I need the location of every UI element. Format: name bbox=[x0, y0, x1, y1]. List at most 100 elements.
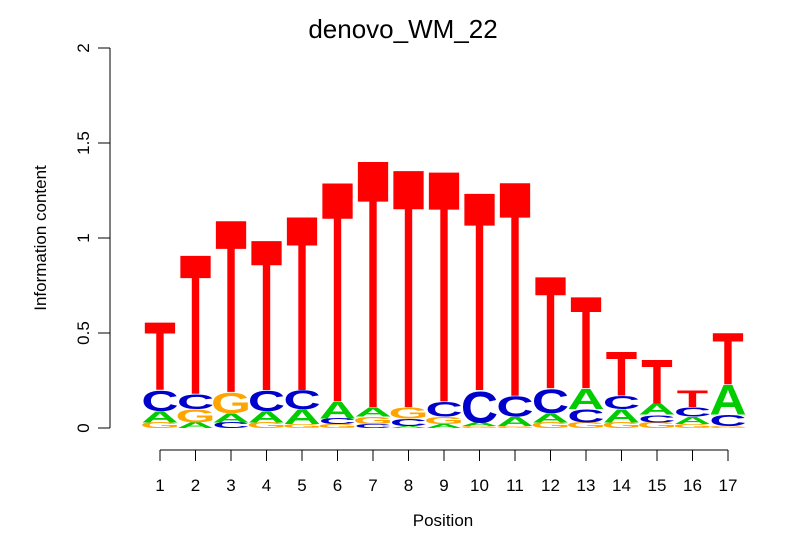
letter-g: G bbox=[601, 421, 641, 430]
letter-g: G bbox=[317, 423, 357, 429]
x-tick-label: 13 bbox=[577, 476, 596, 495]
y-tick-label: 1.5 bbox=[74, 131, 93, 155]
x-tick-label: 11 bbox=[506, 476, 524, 495]
y-tick-label: 1 bbox=[74, 233, 93, 242]
letter-c: C bbox=[248, 384, 285, 417]
letter-t: T bbox=[215, 168, 246, 445]
letter-a: A bbox=[177, 421, 214, 430]
letter-t: T bbox=[606, 340, 637, 410]
letter-a: A bbox=[390, 426, 427, 429]
letter-t: T bbox=[677, 386, 709, 412]
letter-t: T bbox=[286, 164, 317, 444]
letter-g: G bbox=[672, 423, 712, 429]
letter-a: A bbox=[319, 398, 356, 424]
y-axis-label: Information content bbox=[31, 165, 50, 311]
x-tick-label: 10 bbox=[470, 476, 489, 495]
x-tick-label: 4 bbox=[262, 476, 271, 495]
letter-t: T bbox=[712, 318, 744, 400]
x-tick-label: 14 bbox=[612, 476, 631, 495]
letter-c: C bbox=[638, 413, 675, 425]
letter-c: C bbox=[283, 385, 320, 415]
letter-a: A bbox=[532, 410, 569, 425]
letter-c: C bbox=[354, 423, 391, 429]
x-tick-label: 12 bbox=[541, 476, 560, 495]
letter-t: T bbox=[499, 117, 530, 462]
letter-a: A bbox=[709, 376, 746, 424]
x-tick-label: 16 bbox=[683, 476, 702, 495]
x-axis-label: Position bbox=[413, 511, 473, 530]
letter-a: A bbox=[283, 405, 320, 429]
letter-c: C bbox=[674, 405, 711, 420]
letter-g: G bbox=[708, 426, 748, 429]
letter-g: G bbox=[353, 415, 393, 427]
letter-a: A bbox=[638, 401, 675, 418]
letter-g: G bbox=[389, 405, 429, 422]
letter-t: T bbox=[393, 97, 424, 480]
letter-a: A bbox=[141, 409, 178, 426]
letter-c: C bbox=[567, 406, 604, 427]
letter-t: T bbox=[322, 117, 353, 470]
letter-g: G bbox=[211, 386, 251, 419]
letter-c: C bbox=[709, 412, 746, 429]
letter-a: A bbox=[425, 423, 462, 429]
x-tick-label: 7 bbox=[368, 476, 377, 495]
x-tick-label: 9 bbox=[439, 476, 448, 495]
letter-c: C bbox=[390, 416, 427, 428]
letter-t: T bbox=[251, 196, 282, 437]
letter-a: A bbox=[248, 409, 285, 426]
letter-t: T bbox=[464, 134, 495, 451]
letter-g: G bbox=[282, 423, 322, 429]
letter-g: G bbox=[566, 421, 606, 430]
x-tick-label: 5 bbox=[297, 476, 306, 495]
letter-t: T bbox=[180, 213, 211, 438]
letter-g: G bbox=[140, 421, 180, 430]
letter-t: T bbox=[641, 347, 672, 417]
letter-a: A bbox=[461, 421, 498, 427]
letter-g: G bbox=[176, 406, 216, 427]
y-tick-label: 0 bbox=[74, 423, 93, 432]
x-tick-label: 6 bbox=[333, 476, 342, 495]
letter-a: A bbox=[674, 415, 711, 427]
y-tick-label: 2 bbox=[74, 43, 93, 52]
letter-g: G bbox=[424, 415, 464, 427]
letter-a: A bbox=[603, 406, 640, 427]
x-tick-label: 1 bbox=[155, 476, 164, 495]
letter-c: C bbox=[425, 398, 462, 422]
letter-g: G bbox=[459, 426, 499, 429]
x-tick-label: 17 bbox=[719, 476, 738, 495]
letter-t: T bbox=[144, 301, 175, 411]
letter-a: A bbox=[212, 410, 249, 425]
letter-a: A bbox=[567, 383, 604, 416]
letter-c: C bbox=[212, 421, 249, 430]
letter-c: C bbox=[603, 393, 640, 414]
y-axis: 0 0.5 1 1.5 2 bbox=[74, 43, 111, 433]
letter-g: G bbox=[637, 421, 677, 430]
letter-g: G bbox=[530, 421, 570, 430]
letter-a: A bbox=[354, 405, 391, 420]
x-axis: 1 2 3 4 5 6 7 8 9 10 11 12 13 14 15 16 17 bbox=[155, 449, 738, 495]
letter-c: C bbox=[461, 382, 498, 432]
letter-g: G bbox=[246, 421, 286, 430]
x-tick-label: 8 bbox=[404, 476, 413, 495]
letter-t: T bbox=[428, 102, 459, 472]
x-tick-label: 2 bbox=[191, 476, 200, 495]
letter-c: C bbox=[141, 384, 178, 417]
x-tick-label: 3 bbox=[226, 476, 235, 495]
